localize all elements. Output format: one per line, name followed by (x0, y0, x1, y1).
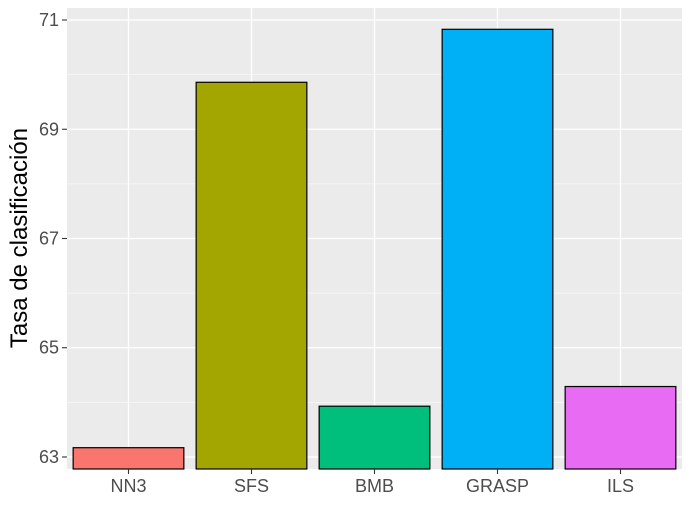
x-tick-label: GRASP (466, 476, 529, 496)
bar-nn3 (72, 447, 185, 470)
y-tick-label: 65 (39, 338, 59, 358)
bars (72, 28, 677, 470)
x-tick-label: NN3 (110, 476, 146, 496)
bar-ils (564, 385, 677, 470)
y-axis-title: Tasa de clasificación (6, 128, 33, 348)
y-axis: 63 65 67 69 71 (39, 10, 67, 467)
bar-grasp (441, 28, 554, 470)
y-tick-label: 69 (39, 119, 59, 139)
bar-bmb (318, 405, 431, 470)
bar-sfs (195, 81, 308, 470)
y-tick-label: 63 (39, 447, 59, 467)
x-tick-label: SFS (234, 476, 269, 496)
x-axis: NN3 SFS BMB GRASP ILS (110, 469, 634, 496)
x-tick-label: BMB (355, 476, 394, 496)
y-tick-label: 67 (39, 229, 59, 249)
x-tick-label: ILS (607, 476, 634, 496)
y-tick-label: 71 (39, 10, 59, 30)
